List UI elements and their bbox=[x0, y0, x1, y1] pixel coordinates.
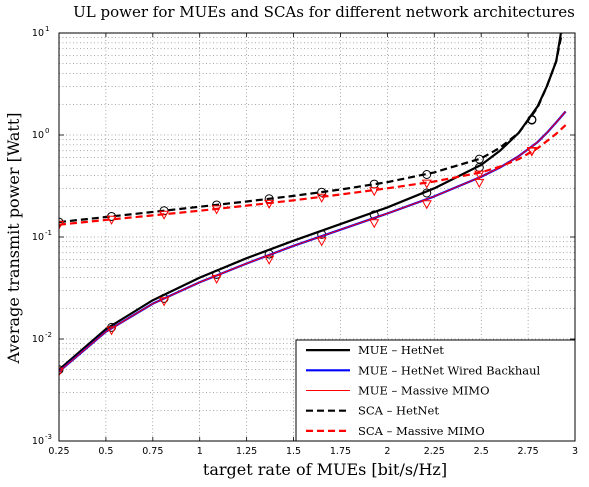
x-tick-label: 0.5 bbox=[98, 446, 113, 457]
y-tick-exponent: 0 bbox=[45, 127, 49, 135]
triangle-marker bbox=[106, 215, 117, 225]
triangle-marker bbox=[421, 179, 432, 189]
triangle-marker bbox=[264, 199, 275, 209]
x-tick-label: 2.75 bbox=[518, 446, 539, 457]
series-clip-group bbox=[59, 33, 567, 377]
legend-box bbox=[295, 339, 576, 442]
series-line bbox=[59, 124, 567, 226]
legend-entry: MUE – HetNet Wired Backhaul bbox=[358, 363, 541, 377]
legend-entry: SCA – HetNet bbox=[358, 404, 439, 418]
x-tick-label: 2 bbox=[384, 446, 390, 457]
circle-marker bbox=[474, 154, 484, 164]
series-line bbox=[59, 33, 563, 224]
series-line bbox=[59, 33, 563, 371]
triangle-marker bbox=[159, 297, 170, 307]
circle-marker bbox=[527, 115, 537, 125]
x-tick-label: 1.75 bbox=[330, 446, 351, 457]
legend-entry: MUE – Massive MIMO bbox=[358, 384, 490, 398]
triangle-marker bbox=[526, 147, 537, 157]
x-tick-label: 0.25 bbox=[48, 446, 69, 457]
y-tick-exponent: -3 bbox=[45, 433, 52, 441]
triangle-marker bbox=[316, 237, 327, 247]
y-tick-label: 10 bbox=[32, 436, 44, 447]
triangle-marker bbox=[474, 170, 485, 180]
triangle-marker bbox=[106, 326, 117, 336]
triangle-marker bbox=[159, 210, 170, 220]
triangle-marker bbox=[264, 255, 275, 265]
x-axis-label: target rate of MUEs [bit/s/Hz] bbox=[203, 460, 447, 479]
legend-entry: MUE – HetNet bbox=[358, 343, 444, 357]
legend: MUE – HetNet MUE – HetNet Wired Backhaul M… bbox=[295, 339, 576, 442]
y-tick-label: 10 bbox=[32, 334, 44, 345]
series-line bbox=[59, 111, 566, 372]
series-5 bbox=[59, 124, 567, 230]
triangle-marker bbox=[369, 219, 380, 229]
ticks: 0.25 0.5 0.75 1 1.25 1.5 1.75 2 2.25 2.5 2.75 310 -3… bbox=[32, 25, 578, 457]
y-tick-label: 10 bbox=[32, 232, 44, 243]
series-3 bbox=[59, 111, 566, 377]
x-tick-label: 1.5 bbox=[286, 446, 301, 457]
x-tick-label: 1.25 bbox=[236, 446, 257, 457]
y-tick-exponent: 1 bbox=[45, 25, 49, 33]
series-layer bbox=[59, 33, 567, 377]
circle-marker bbox=[422, 188, 432, 198]
y-tick-label: 10 bbox=[32, 130, 44, 141]
triangle-marker bbox=[211, 274, 222, 284]
x-tick-label: 2.5 bbox=[474, 446, 489, 457]
y-tick-label: 10 bbox=[32, 28, 44, 39]
y-axis-label: Average transmit power [Watt] bbox=[4, 112, 23, 364]
circle-marker bbox=[59, 365, 64, 375]
y-tick-exponent: -1 bbox=[45, 229, 52, 237]
x-tick-label: 2.25 bbox=[424, 446, 445, 457]
y-tick-exponent: -2 bbox=[45, 331, 52, 339]
triangle-marker bbox=[59, 367, 65, 377]
x-tick-label: 0.75 bbox=[142, 446, 163, 457]
x-tick-label: 1 bbox=[197, 446, 203, 457]
triangle-marker bbox=[211, 205, 222, 215]
legend-entry: SCA – Massive MIMO bbox=[358, 424, 485, 438]
chart-title: UL power for MUEs and SCAs for different… bbox=[73, 3, 575, 21]
triangle-marker bbox=[421, 200, 432, 210]
triangle-marker bbox=[369, 187, 380, 197]
circle-marker bbox=[422, 169, 432, 179]
x-tick-label: 3 bbox=[572, 446, 578, 457]
triangle-marker bbox=[316, 193, 327, 203]
triangle-marker bbox=[59, 220, 65, 230]
